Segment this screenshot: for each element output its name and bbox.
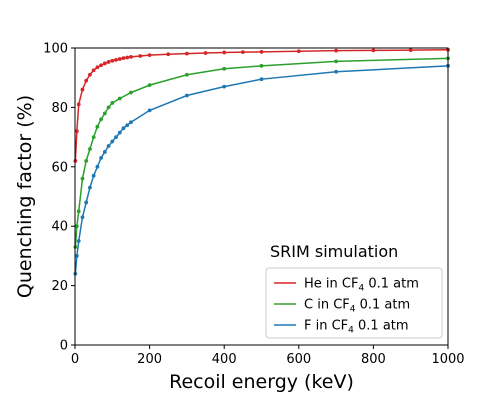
data-point [125, 123, 130, 128]
data-point [106, 105, 111, 110]
y-tick-label: 80 [51, 101, 68, 116]
ticks-layer: 0 200 400 600 800 1000 0 20 40 60 80 100 [43, 42, 464, 368]
data-point [80, 176, 85, 181]
y-tick-label: 40 [51, 220, 68, 235]
data-point [88, 72, 92, 77]
data-point [91, 173, 96, 178]
data-point [74, 224, 79, 229]
data-point [88, 185, 92, 190]
legend: He in CF4 0.1 atm C in CF4 0.1 atm F in CF… [265, 267, 443, 339]
data-point [185, 51, 189, 56]
data-point [106, 144, 111, 148]
chart-annotation: SRIM simulation [270, 242, 398, 261]
plot-frame [74, 47, 449, 346]
data-point [95, 124, 100, 129]
data-point [106, 60, 111, 64]
data-point [76, 209, 81, 214]
data-point [138, 54, 143, 58]
legend-label: C in CF4 0.1 atm [304, 298, 410, 315]
data-point [84, 158, 89, 163]
data-point [129, 120, 133, 125]
data-point [95, 164, 100, 169]
data-point [296, 49, 301, 54]
data-point [185, 93, 189, 98]
y-tick-label: 20 [51, 279, 68, 294]
data-point [121, 126, 126, 131]
data-point [334, 59, 338, 64]
data-point [95, 65, 100, 70]
data-point [240, 50, 245, 55]
data-point [74, 254, 79, 258]
data-point [334, 48, 338, 53]
data-point [117, 57, 122, 61]
data-point [110, 58, 115, 63]
x-tick-label: 1000 [431, 352, 464, 367]
data-point [110, 101, 115, 105]
data-point [166, 52, 171, 57]
data-point [334, 69, 338, 74]
x-tick-label: 400 [212, 352, 237, 367]
x-axis-title: Recoil energy (keV) [169, 371, 354, 393]
data-point [76, 102, 81, 107]
data-point [222, 66, 227, 71]
data-point [129, 90, 133, 95]
data-point [371, 48, 376, 53]
data-point [185, 72, 189, 77]
y-tick-label: 0 [60, 339, 68, 354]
data-point [222, 84, 227, 89]
data-point [99, 117, 104, 122]
data-point [84, 78, 89, 83]
data-point [99, 63, 104, 68]
data-point [74, 129, 79, 134]
data-point [147, 83, 152, 88]
data-point [110, 139, 115, 144]
data-point [76, 239, 81, 243]
data-point [125, 55, 130, 60]
data-point [84, 200, 89, 205]
data-point [408, 48, 413, 52]
data-point [114, 57, 118, 62]
data-point [102, 111, 107, 116]
data-point [80, 215, 85, 220]
series-line-1 [74, 57, 449, 248]
data-point [203, 51, 208, 55]
data-point [91, 68, 96, 73]
data-point [129, 55, 133, 59]
x-tick-label: 200 [137, 352, 162, 367]
legend-label: F in CF4 0.1 atm [304, 319, 409, 336]
data-point [102, 150, 107, 154]
data-point [117, 130, 122, 135]
x-tick-label: 0 [71, 352, 79, 367]
data-point [147, 108, 152, 113]
data-point [259, 49, 264, 54]
data-point [259, 63, 264, 68]
y-axis-title: Quenching factor (%) [14, 95, 36, 298]
data-point [102, 61, 107, 66]
data-point [114, 135, 118, 140]
data-point [121, 56, 126, 60]
data-point [91, 135, 96, 140]
data-point [147, 53, 152, 58]
x-tick-label: 800 [361, 352, 386, 367]
data-point [88, 147, 92, 151]
data-point [259, 77, 264, 82]
data-point [222, 50, 227, 55]
y-tick-label: 100 [43, 42, 68, 57]
x-tick-label: 600 [286, 352, 311, 367]
legend-label: He in CF4 0.1 atm [304, 277, 419, 294]
legend-box [265, 267, 443, 339]
data-point [117, 96, 122, 101]
data-point [80, 87, 85, 92]
data-point [99, 155, 104, 160]
y-tick-label: 60 [51, 160, 68, 175]
